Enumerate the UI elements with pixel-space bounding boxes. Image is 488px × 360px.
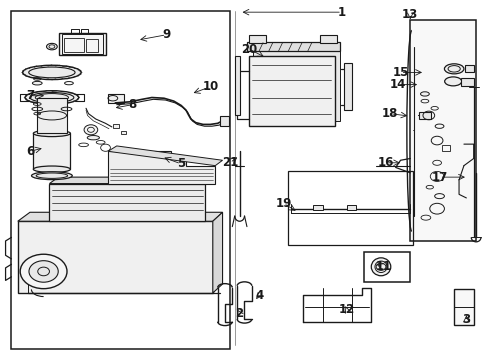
Ellipse shape	[33, 166, 70, 172]
Bar	[418, 112, 430, 119]
Text: 14: 14	[389, 78, 406, 91]
Text: 7: 7	[26, 89, 34, 102]
Text: 1: 1	[337, 6, 346, 19]
Polygon shape	[18, 212, 222, 221]
Text: 4: 4	[254, 289, 263, 302]
Polygon shape	[49, 184, 205, 221]
Bar	[312, 206, 322, 211]
Bar	[234, 56, 239, 116]
Circle shape	[84, 125, 98, 135]
Bar	[288, 171, 412, 244]
Text: 17: 17	[430, 171, 447, 184]
Bar	[249, 56, 334, 126]
Text: 21: 21	[221, 156, 238, 169]
Bar	[33, 134, 70, 169]
Bar	[108, 94, 123, 103]
Bar	[117, 173, 124, 177]
Text: 13: 13	[401, 8, 418, 21]
Polygon shape	[108, 146, 222, 166]
Bar	[11, 12, 229, 348]
Ellipse shape	[25, 91, 79, 104]
Ellipse shape	[444, 77, 461, 86]
Text: 19: 19	[275, 197, 291, 210]
Text: 12: 12	[338, 303, 354, 316]
Bar	[441, 145, 449, 151]
Ellipse shape	[420, 92, 428, 96]
Bar	[453, 289, 473, 325]
Text: 5: 5	[177, 157, 185, 170]
Bar	[86, 39, 98, 51]
Bar	[465, 65, 473, 72]
Bar	[346, 206, 355, 211]
Text: 10: 10	[202, 80, 218, 93]
Bar	[246, 42, 339, 51]
Bar	[59, 33, 105, 55]
Ellipse shape	[46, 43, 57, 50]
Text: 6: 6	[26, 145, 34, 158]
Polygon shape	[49, 177, 212, 184]
Bar	[320, 36, 336, 42]
Bar	[37, 98, 66, 134]
Text: 3: 3	[461, 312, 469, 326]
Bar	[220, 116, 228, 126]
Ellipse shape	[87, 135, 99, 140]
Bar	[249, 36, 266, 42]
Ellipse shape	[32, 81, 42, 85]
Bar	[409, 21, 475, 241]
Bar	[344, 63, 351, 110]
Circle shape	[29, 261, 58, 282]
Text: 8: 8	[128, 98, 136, 111]
Text: 18: 18	[381, 107, 397, 120]
Polygon shape	[18, 221, 212, 293]
Ellipse shape	[22, 65, 81, 80]
Text: 15: 15	[391, 66, 408, 79]
Bar	[113, 125, 119, 128]
Bar	[64, 38, 83, 52]
Ellipse shape	[33, 130, 70, 136]
Text: 20: 20	[241, 42, 257, 55]
Circle shape	[20, 254, 67, 289]
Ellipse shape	[444, 64, 463, 74]
Bar	[363, 252, 409, 282]
Bar	[461, 78, 473, 86]
Polygon shape	[212, 212, 222, 293]
Bar	[253, 49, 339, 121]
Text: 16: 16	[377, 156, 393, 169]
Ellipse shape	[31, 172, 72, 180]
Bar	[61, 35, 103, 54]
Text: 11: 11	[375, 260, 391, 273]
Ellipse shape	[370, 258, 390, 276]
Bar	[121, 131, 126, 134]
Text: 2: 2	[235, 307, 243, 320]
Text: 9: 9	[162, 28, 170, 41]
Polygon shape	[108, 151, 215, 184]
